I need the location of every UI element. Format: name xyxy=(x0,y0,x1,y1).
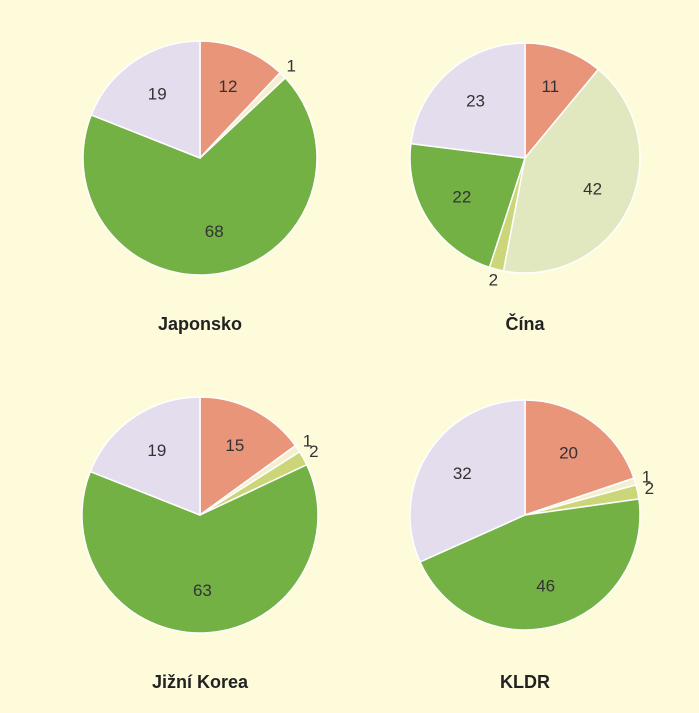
slice-label: 2 xyxy=(489,270,498,289)
slice-label: 1 xyxy=(642,468,651,487)
slice-label: 1 xyxy=(303,431,312,450)
slice-label: 46 xyxy=(536,576,555,595)
slice-label: 42 xyxy=(583,179,602,198)
slice-label: 15 xyxy=(225,436,244,455)
slice-label: 19 xyxy=(148,85,167,104)
pie-slice xyxy=(90,40,201,160)
pie-slice xyxy=(81,463,319,634)
pie-slice xyxy=(524,42,600,161)
slice-label: 2 xyxy=(645,479,654,498)
pie-slice xyxy=(89,396,201,517)
pie-slice xyxy=(199,40,282,160)
slice-label: 22 xyxy=(452,188,471,207)
slice-label: 19 xyxy=(147,441,166,460)
slice-label: 2 xyxy=(309,442,318,461)
pie-slice xyxy=(199,396,297,517)
pie-title: KLDR xyxy=(500,672,550,692)
pie-slice xyxy=(418,498,641,631)
slice-label: 1 xyxy=(286,56,295,75)
pie-title: Jižní Korea xyxy=(152,672,249,692)
pie-slice xyxy=(502,68,641,274)
slice-label: 68 xyxy=(205,222,224,241)
pie-slice xyxy=(524,399,635,517)
slice-label: 11 xyxy=(541,77,559,96)
pie-title: Čína xyxy=(505,313,545,334)
slice-label: 12 xyxy=(219,77,238,96)
pie-slice xyxy=(410,42,526,159)
slice-label: 32 xyxy=(453,464,472,483)
pie-slice xyxy=(409,142,526,269)
pie-slice xyxy=(409,399,526,563)
slice-label: 23 xyxy=(466,91,485,110)
slice-label: 20 xyxy=(559,444,578,463)
slice-label: 63 xyxy=(193,581,212,600)
pie-slice xyxy=(82,76,318,276)
pie-title: Japonsko xyxy=(158,314,242,334)
